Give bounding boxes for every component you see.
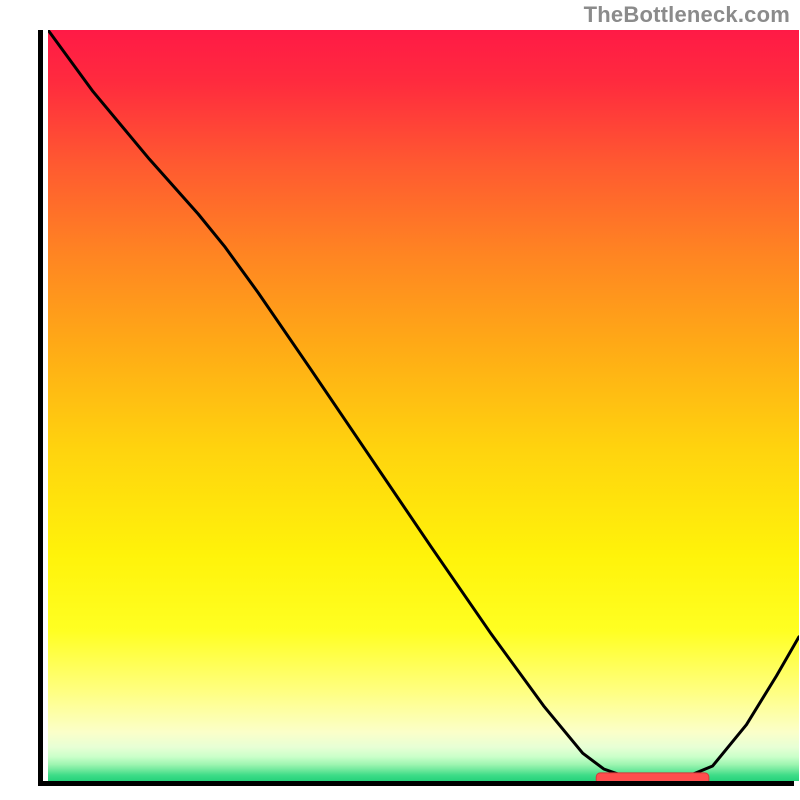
- chart-root: TheBottleneck.com: [0, 0, 800, 800]
- plot-background-gradient: [48, 30, 799, 781]
- plot-frame: [38, 30, 794, 786]
- watermark-text: TheBottleneck.com: [584, 2, 790, 28]
